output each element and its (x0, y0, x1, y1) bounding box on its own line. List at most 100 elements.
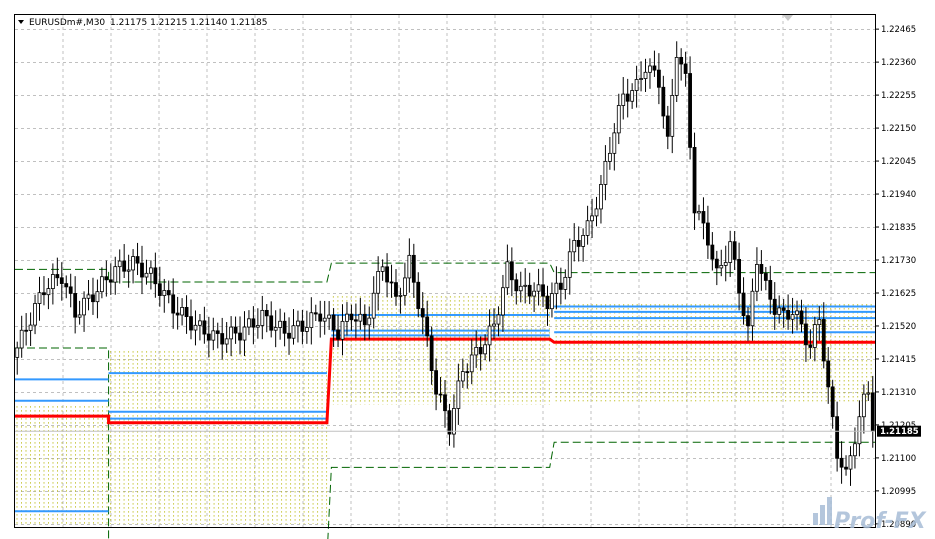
price-tag-background (877, 425, 921, 437)
candle-body (750, 290, 755, 327)
candle-body (670, 95, 675, 137)
candle-body (643, 71, 648, 79)
candle-body (184, 307, 189, 318)
candle-body (612, 132, 617, 154)
candle-body (144, 272, 149, 278)
candle-body (117, 260, 122, 268)
candle-body (86, 294, 91, 299)
candle-body (558, 282, 563, 290)
candle-body (202, 320, 207, 335)
candle-body (665, 115, 670, 137)
candle-body (95, 291, 100, 303)
candle-body (572, 239, 577, 253)
candle-body (367, 317, 372, 326)
candle-body (496, 314, 501, 325)
candle-body (113, 266, 118, 283)
candle-body (224, 338, 229, 345)
candle-body (812, 324, 817, 348)
candle-body (795, 310, 799, 315)
candle-body (861, 393, 866, 418)
candle-body (349, 313, 354, 321)
candle-body (759, 264, 764, 274)
candle-body (625, 93, 630, 102)
candle-body (844, 466, 848, 470)
watermark-bar-1 (813, 513, 818, 525)
candle-body (683, 63, 688, 74)
candle-body (799, 310, 804, 325)
candle-body (336, 329, 340, 340)
candle-body (296, 320, 300, 327)
candle-body (429, 335, 434, 372)
candle-body (817, 319, 822, 325)
pivot-line (15, 337, 875, 425)
candle-body (140, 262, 144, 278)
candle-body (590, 215, 594, 222)
candle-body (452, 408, 456, 435)
watermark-bar-2 (820, 505, 825, 525)
candle-body (291, 325, 296, 339)
candle-body (33, 303, 37, 326)
price-axis-label: 1.21730 (881, 256, 916, 266)
scroll-marker-icon[interactable] (783, 15, 793, 21)
watermark-text: Prof-FX (834, 509, 927, 534)
plot-frame (14, 14, 876, 528)
candle-body (398, 294, 403, 297)
candle-body (157, 283, 162, 296)
candle-body (91, 294, 95, 303)
candle-body (674, 57, 679, 96)
candle-body (737, 258, 741, 294)
candle-body (55, 274, 60, 279)
candle-body (59, 277, 64, 284)
candle-body (211, 330, 216, 341)
candle-body (233, 326, 238, 334)
price-axis-label: 1.20890 (881, 520, 916, 530)
candle-body (706, 222, 710, 246)
price-axis-label: 1.20995 (881, 487, 916, 497)
candle-body (514, 279, 519, 292)
candle-body (746, 315, 750, 327)
price-axis-label: 1.21415 (881, 355, 916, 365)
candle-body (42, 292, 46, 296)
candle-body (826, 360, 831, 388)
candle-body (661, 86, 666, 117)
candle-body (402, 277, 407, 296)
candle-body (46, 288, 51, 296)
menu-triangle-icon[interactable] (18, 20, 24, 24)
candle-body (345, 313, 349, 322)
candle-body (487, 325, 492, 346)
watermark-bar-3 (827, 497, 832, 525)
candle-body (19, 329, 24, 349)
candle-body (385, 266, 389, 283)
candle-body (28, 324, 33, 331)
candle-body (255, 325, 260, 328)
chart-header: EURUSDm#,M30 1.21175 1.21215 1.21140 1.2… (18, 18, 267, 28)
price-axis-label: 1.22465 (881, 25, 916, 35)
candle-body (688, 73, 692, 148)
candle-body (710, 244, 715, 260)
price-axis-label: 1.21835 (881, 223, 916, 233)
candle-body (648, 65, 652, 73)
candle-body (786, 310, 791, 320)
candle-body (322, 317, 327, 322)
candle-body (478, 346, 483, 355)
candle-body (541, 284, 545, 297)
price-axis-label: 1.21100 (881, 454, 916, 464)
candle-body (790, 314, 795, 320)
candle-body (755, 264, 759, 292)
candle-body (741, 292, 746, 317)
candle-body (313, 312, 318, 315)
candle-body (456, 380, 461, 409)
candle-body (848, 455, 853, 470)
candle-body (501, 287, 505, 316)
candle-body (260, 309, 265, 326)
candle-body (585, 220, 590, 236)
candle-body (550, 293, 554, 310)
price-axis-label: 1.22045 (881, 157, 916, 167)
candle-body (621, 93, 626, 106)
candle-body (242, 326, 247, 341)
candle-body (327, 314, 332, 319)
candle-body (656, 69, 661, 88)
candle-body (509, 261, 514, 281)
candle-body (198, 320, 202, 326)
